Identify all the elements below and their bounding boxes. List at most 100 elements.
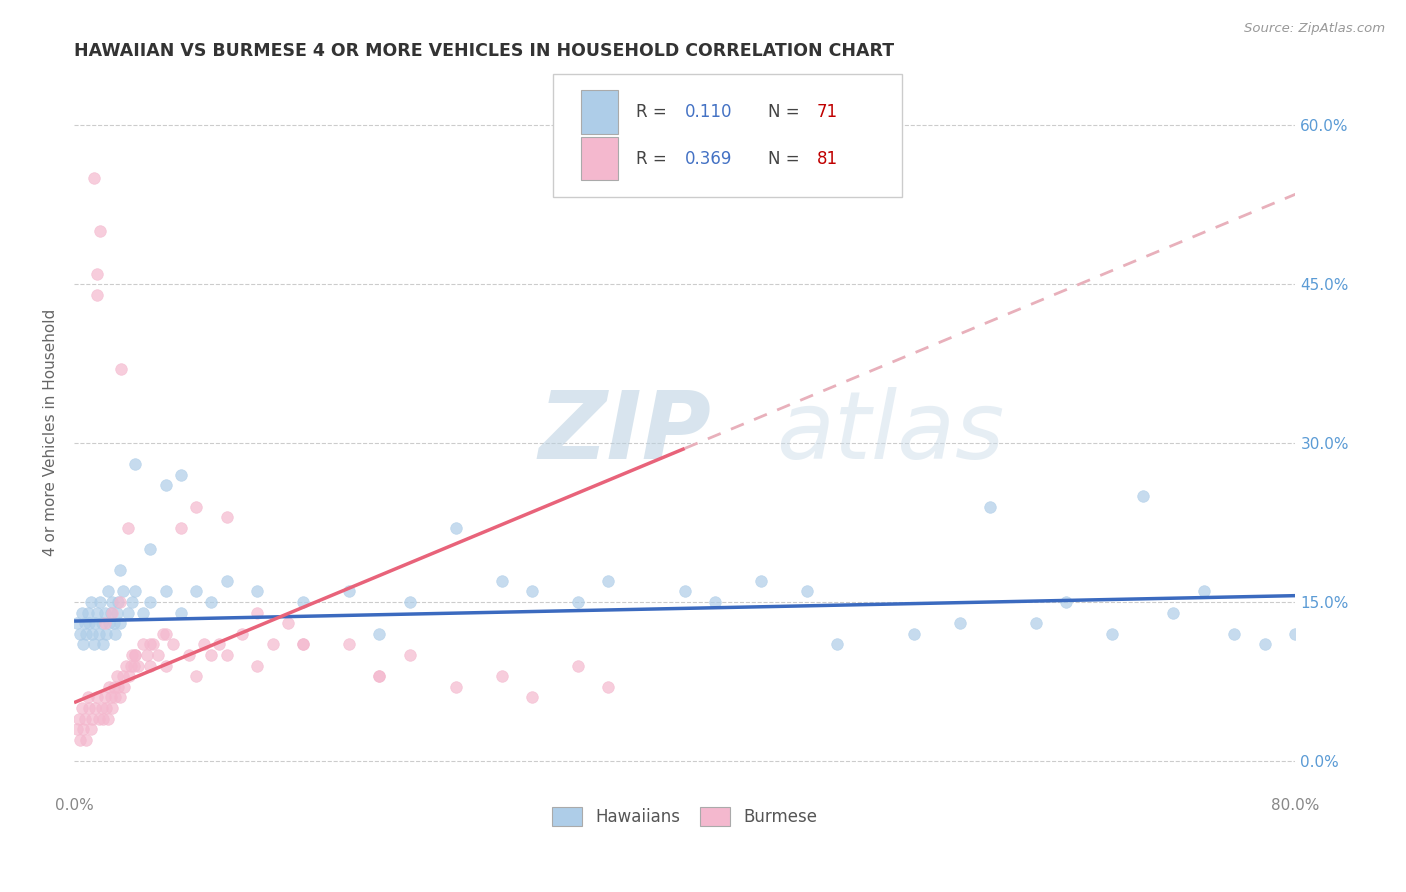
Point [110, 362, 132, 376]
Point [399, 595, 422, 609]
Point [567, 595, 589, 609]
Text: atlas: atlas [776, 387, 1005, 478]
Point [82, 712, 104, 726]
Point [75, 732, 97, 747]
Point [107, 595, 129, 609]
Point [170, 606, 193, 620]
Point [186, 500, 208, 514]
Point [117, 521, 139, 535]
Point [108, 563, 131, 577]
Point [86, 606, 108, 620]
Point [139, 542, 162, 557]
Point [72, 637, 94, 651]
Point [139, 637, 162, 651]
Point [101, 595, 124, 609]
Point [108, 595, 131, 609]
Point [121, 595, 143, 609]
Point [70, 606, 93, 620]
Point [107, 680, 129, 694]
Point [132, 606, 155, 620]
Text: 0.369: 0.369 [685, 150, 733, 168]
Point [108, 616, 131, 631]
Point [1101, 627, 1123, 641]
Point [155, 478, 177, 492]
Point [673, 584, 696, 599]
Point [93, 606, 115, 620]
Point [155, 627, 177, 641]
Point [100, 690, 122, 705]
Point [118, 669, 141, 683]
Point [96, 701, 118, 715]
Point [155, 584, 177, 599]
Point [75, 627, 97, 641]
Point [69, 732, 91, 747]
Point [132, 637, 155, 651]
Text: Source: ZipAtlas.com: Source: ZipAtlas.com [1244, 22, 1385, 36]
Point [139, 658, 162, 673]
Point [399, 648, 422, 662]
Point [1025, 616, 1047, 631]
Point [292, 595, 315, 609]
Point [96, 627, 118, 641]
Point [491, 669, 513, 683]
Text: R =: R = [636, 103, 672, 121]
Point [120, 658, 142, 673]
Point [186, 669, 208, 683]
Point [337, 637, 360, 651]
Point [79, 701, 101, 715]
Point [246, 606, 269, 620]
Point [200, 595, 222, 609]
Point [73, 712, 96, 726]
Point [76, 606, 98, 620]
Point [368, 669, 391, 683]
Point [146, 648, 169, 662]
Text: R =: R = [636, 150, 672, 168]
Point [101, 606, 124, 620]
Point [93, 616, 115, 631]
Point [246, 584, 269, 599]
Point [127, 658, 149, 673]
Text: ZIP: ZIP [538, 386, 711, 478]
Point [598, 680, 620, 694]
Point [93, 690, 115, 705]
Point [1223, 627, 1246, 641]
Point [1284, 627, 1306, 641]
Point [979, 500, 1001, 514]
Point [70, 701, 93, 715]
Point [704, 595, 727, 609]
Point [86, 288, 108, 302]
Point [117, 606, 139, 620]
FancyBboxPatch shape [553, 74, 903, 197]
Point [67, 712, 90, 726]
Point [90, 616, 112, 631]
Point [122, 658, 145, 673]
Point [86, 690, 108, 705]
Point [100, 606, 122, 620]
Point [368, 627, 391, 641]
Point [262, 637, 284, 651]
Point [186, 584, 208, 599]
Point [108, 690, 131, 705]
Point [101, 701, 124, 715]
Point [491, 574, 513, 588]
Point [105, 606, 128, 620]
Point [1163, 606, 1185, 620]
Point [111, 669, 134, 683]
Point [124, 584, 146, 599]
Point [598, 574, 620, 588]
Point [89, 224, 111, 238]
Point [520, 584, 543, 599]
Point [139, 595, 162, 609]
Point [142, 637, 165, 651]
Point [121, 648, 143, 662]
Point [231, 627, 253, 641]
Point [105, 669, 128, 683]
Point [170, 521, 193, 535]
Point [86, 267, 108, 281]
Point [87, 627, 110, 641]
Point [66, 616, 89, 631]
Point [111, 584, 134, 599]
Point [84, 616, 107, 631]
Point [83, 637, 105, 651]
Point [215, 648, 238, 662]
